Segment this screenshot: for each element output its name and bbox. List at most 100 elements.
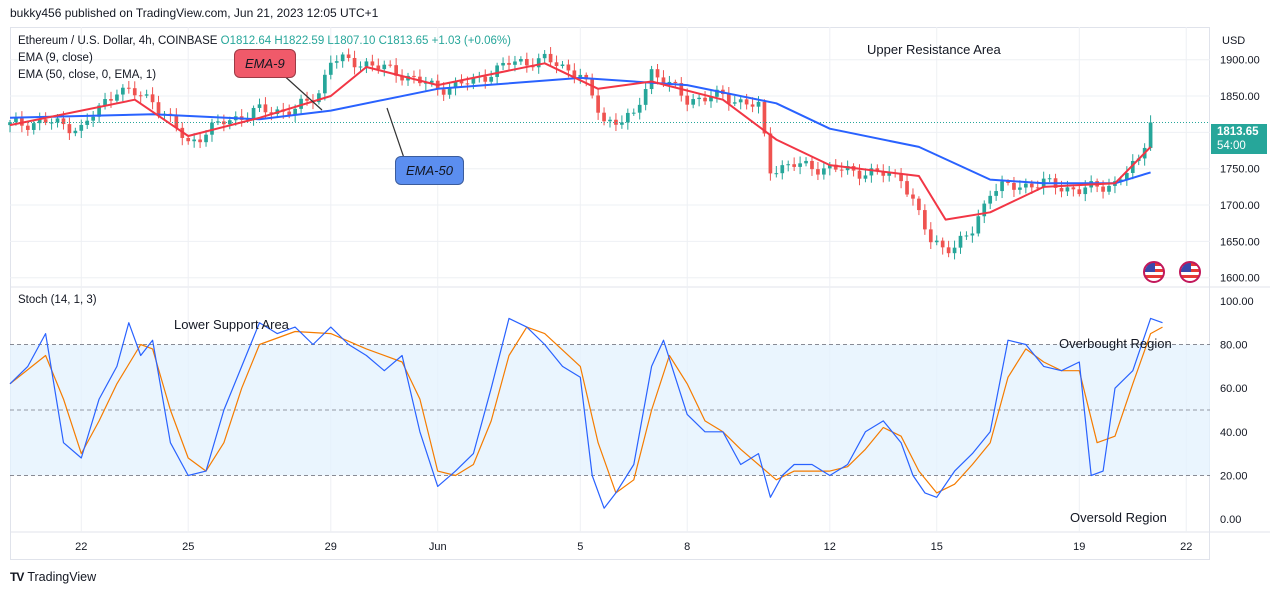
- price-tick-label: 1900.00: [1220, 55, 1260, 67]
- candle-body: [1059, 187, 1064, 192]
- chart-frame: [10, 27, 1210, 560]
- candle-body: [994, 191, 998, 196]
- legend-stoch[interactable]: Stoch (14, 1, 3): [18, 294, 97, 306]
- upper-resistance-label: Upper Resistance Area: [867, 42, 1001, 57]
- candle-body: [649, 69, 654, 90]
- candle-body: [709, 96, 713, 102]
- candle-body: [293, 108, 297, 116]
- candle-body: [566, 64, 571, 71]
- candle-body: [1083, 187, 1088, 195]
- candle-body: [536, 58, 541, 68]
- candle-body: [1101, 186, 1105, 192]
- candle-body: [1148, 122, 1153, 148]
- candle-body: [798, 163, 802, 167]
- candle-body: [774, 173, 779, 175]
- ema9-line: [9, 62, 1152, 221]
- candle-body: [257, 104, 262, 108]
- candle-body: [507, 62, 511, 65]
- event-flag-icon[interactable]: [1179, 261, 1201, 283]
- candle-body: [198, 139, 202, 143]
- time-tick-label: 25: [182, 541, 194, 553]
- candle-body: [364, 61, 369, 67]
- candle-body: [584, 74, 589, 80]
- candle-body: [602, 112, 606, 122]
- candle-body: [822, 168, 826, 175]
- ema9-callout: EMA-9: [234, 49, 296, 78]
- candle-body: [382, 64, 387, 70]
- candle-body: [79, 124, 84, 131]
- footer-brand[interactable]: TV TradingView: [10, 570, 96, 584]
- candle-body: [299, 98, 303, 109]
- ema50-line: [9, 76, 1151, 185]
- candle-body: [691, 99, 696, 105]
- time-tick-label: 22: [1180, 541, 1192, 553]
- candle-body: [1000, 181, 1004, 192]
- candle-body: [85, 120, 90, 125]
- legend-ohlc: O1812.64 H1822.59 L1807.10 C1813.65 +1.0…: [220, 35, 511, 47]
- candle-body: [881, 171, 886, 176]
- stoch-tick-label: 0.00: [1220, 514, 1241, 526]
- stoch-band: [10, 344, 1210, 476]
- candle-body: [1119, 179, 1123, 182]
- candle-body: [988, 195, 993, 204]
- candle-body: [186, 137, 191, 142]
- last-price-tag: 1813.65: [1211, 124, 1267, 140]
- candle-body: [394, 65, 398, 76]
- candle-body: [1029, 183, 1034, 188]
- candle-body: [1065, 187, 1070, 192]
- legend-ema50[interactable]: EMA (50, close, 0, EMA, 1): [18, 69, 157, 81]
- ema9-callout-pointer: [279, 71, 323, 111]
- candle-body: [334, 61, 339, 63]
- candle-body: [1071, 187, 1076, 190]
- candle-body: [1024, 183, 1028, 188]
- candle-body: [572, 70, 577, 79]
- candle-body: [970, 233, 975, 236]
- time-tick-label: 19: [1073, 541, 1085, 553]
- legend-symbol[interactable]: Ethereum / U.S. Dollar, 4h, COINBASE: [18, 35, 218, 47]
- price-tick-label: 1850.00: [1220, 91, 1260, 103]
- candle-body: [370, 61, 375, 66]
- candle-body: [61, 118, 66, 125]
- candle-body: [73, 130, 78, 134]
- candle-body: [388, 64, 393, 66]
- legend-symbol-row: Ethereum / U.S. Dollar, 4h, COINBASE O18…: [18, 35, 511, 47]
- candle-body: [459, 81, 464, 84]
- tradingview-logo-icon: TV: [10, 570, 24, 584]
- candle-body: [756, 101, 761, 107]
- candle-body: [67, 124, 72, 134]
- currency-label: USD: [1222, 35, 1245, 47]
- candle-body: [323, 74, 327, 94]
- candle-body: [923, 210, 927, 230]
- candle-body: [911, 194, 915, 199]
- candle-body: [156, 102, 161, 114]
- candle-body: [138, 95, 143, 97]
- candle-body: [453, 81, 458, 89]
- legend-ema9[interactable]: EMA (9, close): [18, 52, 93, 64]
- event-flag-icon[interactable]: [1143, 261, 1165, 283]
- candle-body: [952, 247, 957, 254]
- candle-body: [328, 62, 333, 75]
- footer-brand-name: TradingView: [27, 570, 97, 584]
- candle-body: [738, 99, 743, 103]
- candle-body: [447, 88, 452, 95]
- candle-body: [400, 75, 404, 81]
- candle-body: [839, 169, 844, 171]
- candle-body: [560, 64, 565, 67]
- candle-body: [109, 99, 113, 101]
- candle-body: [1077, 189, 1082, 195]
- candle-body: [1035, 187, 1040, 189]
- candle-body: [37, 119, 42, 124]
- candle-body: [126, 87, 131, 89]
- time-tick-label: 12: [824, 541, 836, 553]
- candle-body: [150, 94, 155, 103]
- candle-body: [768, 133, 773, 174]
- candle-body: [495, 65, 499, 77]
- candle-body: [590, 79, 595, 96]
- candle-body: [863, 175, 868, 179]
- candle-body: [786, 164, 791, 166]
- candle-body: [732, 102, 737, 104]
- candle-body: [501, 62, 505, 66]
- candle-body: [804, 160, 808, 164]
- candle-body: [643, 89, 648, 105]
